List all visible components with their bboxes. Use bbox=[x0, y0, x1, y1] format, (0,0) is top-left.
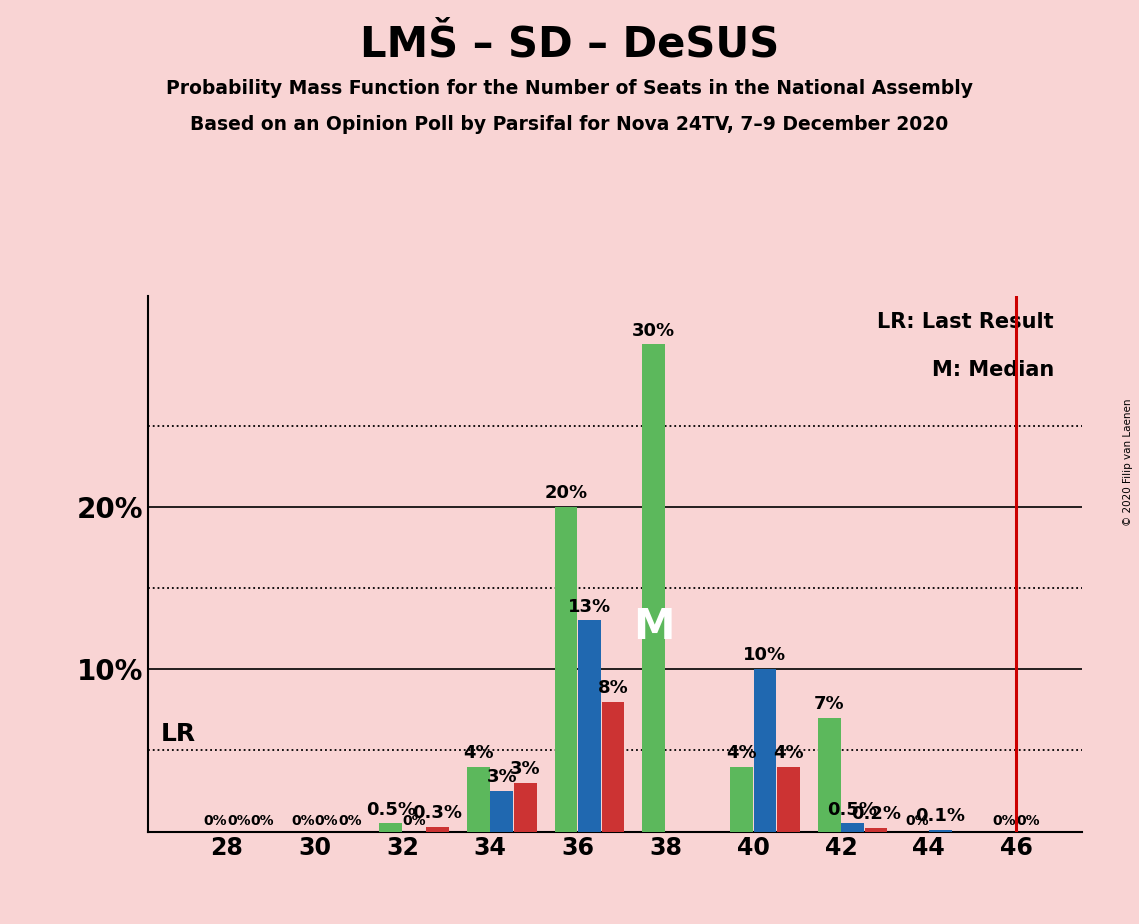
Bar bbox=[777, 767, 800, 832]
Text: 0%: 0% bbox=[993, 813, 1016, 828]
Text: 0%: 0% bbox=[1016, 813, 1040, 828]
Text: Probability Mass Function for the Number of Seats in the National Assembly: Probability Mass Function for the Number… bbox=[166, 79, 973, 98]
Text: 20%: 20% bbox=[544, 484, 588, 502]
Text: 13%: 13% bbox=[568, 598, 611, 615]
Text: 0.3%: 0.3% bbox=[412, 804, 462, 821]
Text: 3%: 3% bbox=[510, 760, 541, 778]
Text: 3%: 3% bbox=[486, 768, 517, 786]
Bar bbox=[555, 506, 577, 832]
Text: 0%: 0% bbox=[402, 813, 426, 828]
Bar bbox=[601, 701, 624, 832]
Bar bbox=[514, 783, 536, 832]
Text: 0%: 0% bbox=[292, 813, 314, 828]
Text: Based on an Opinion Poll by Parsifal for Nova 24TV, 7–9 December 2020: Based on an Opinion Poll by Parsifal for… bbox=[190, 116, 949, 135]
Bar bbox=[842, 823, 863, 832]
Bar bbox=[929, 830, 951, 832]
Text: 0.1%: 0.1% bbox=[916, 807, 965, 825]
Text: 30%: 30% bbox=[632, 322, 675, 339]
Text: 7%: 7% bbox=[814, 695, 844, 713]
Text: 0.2%: 0.2% bbox=[851, 806, 901, 823]
Text: 0.5%: 0.5% bbox=[366, 800, 416, 819]
Text: 10%: 10% bbox=[744, 646, 786, 664]
Text: 0%: 0% bbox=[338, 813, 361, 828]
Text: LMŠ – SD – DeSUS: LMŠ – SD – DeSUS bbox=[360, 23, 779, 65]
Text: M: M bbox=[633, 606, 674, 648]
Bar bbox=[426, 827, 449, 832]
Text: M: Median: M: Median bbox=[932, 360, 1054, 380]
Bar bbox=[467, 767, 490, 832]
Text: 4%: 4% bbox=[773, 744, 804, 761]
Bar bbox=[818, 718, 841, 832]
Bar bbox=[379, 823, 402, 832]
Bar bbox=[730, 767, 753, 832]
Text: 4%: 4% bbox=[464, 744, 493, 761]
Text: 0.5%: 0.5% bbox=[828, 800, 877, 819]
Text: LR: Last Result: LR: Last Result bbox=[877, 311, 1054, 332]
Bar bbox=[865, 828, 887, 832]
Text: 0%: 0% bbox=[906, 813, 928, 828]
Text: 4%: 4% bbox=[727, 744, 756, 761]
Text: 8%: 8% bbox=[598, 679, 629, 697]
Text: 0%: 0% bbox=[227, 813, 251, 828]
Text: 0%: 0% bbox=[314, 813, 338, 828]
Bar bbox=[754, 669, 776, 832]
Text: 0%: 0% bbox=[204, 813, 227, 828]
Bar bbox=[491, 791, 514, 832]
Bar bbox=[642, 345, 665, 832]
Text: 0%: 0% bbox=[251, 813, 273, 828]
Text: © 2020 Filip van Laenen: © 2020 Filip van Laenen bbox=[1123, 398, 1133, 526]
Bar bbox=[579, 621, 601, 832]
Text: LR: LR bbox=[162, 722, 196, 746]
